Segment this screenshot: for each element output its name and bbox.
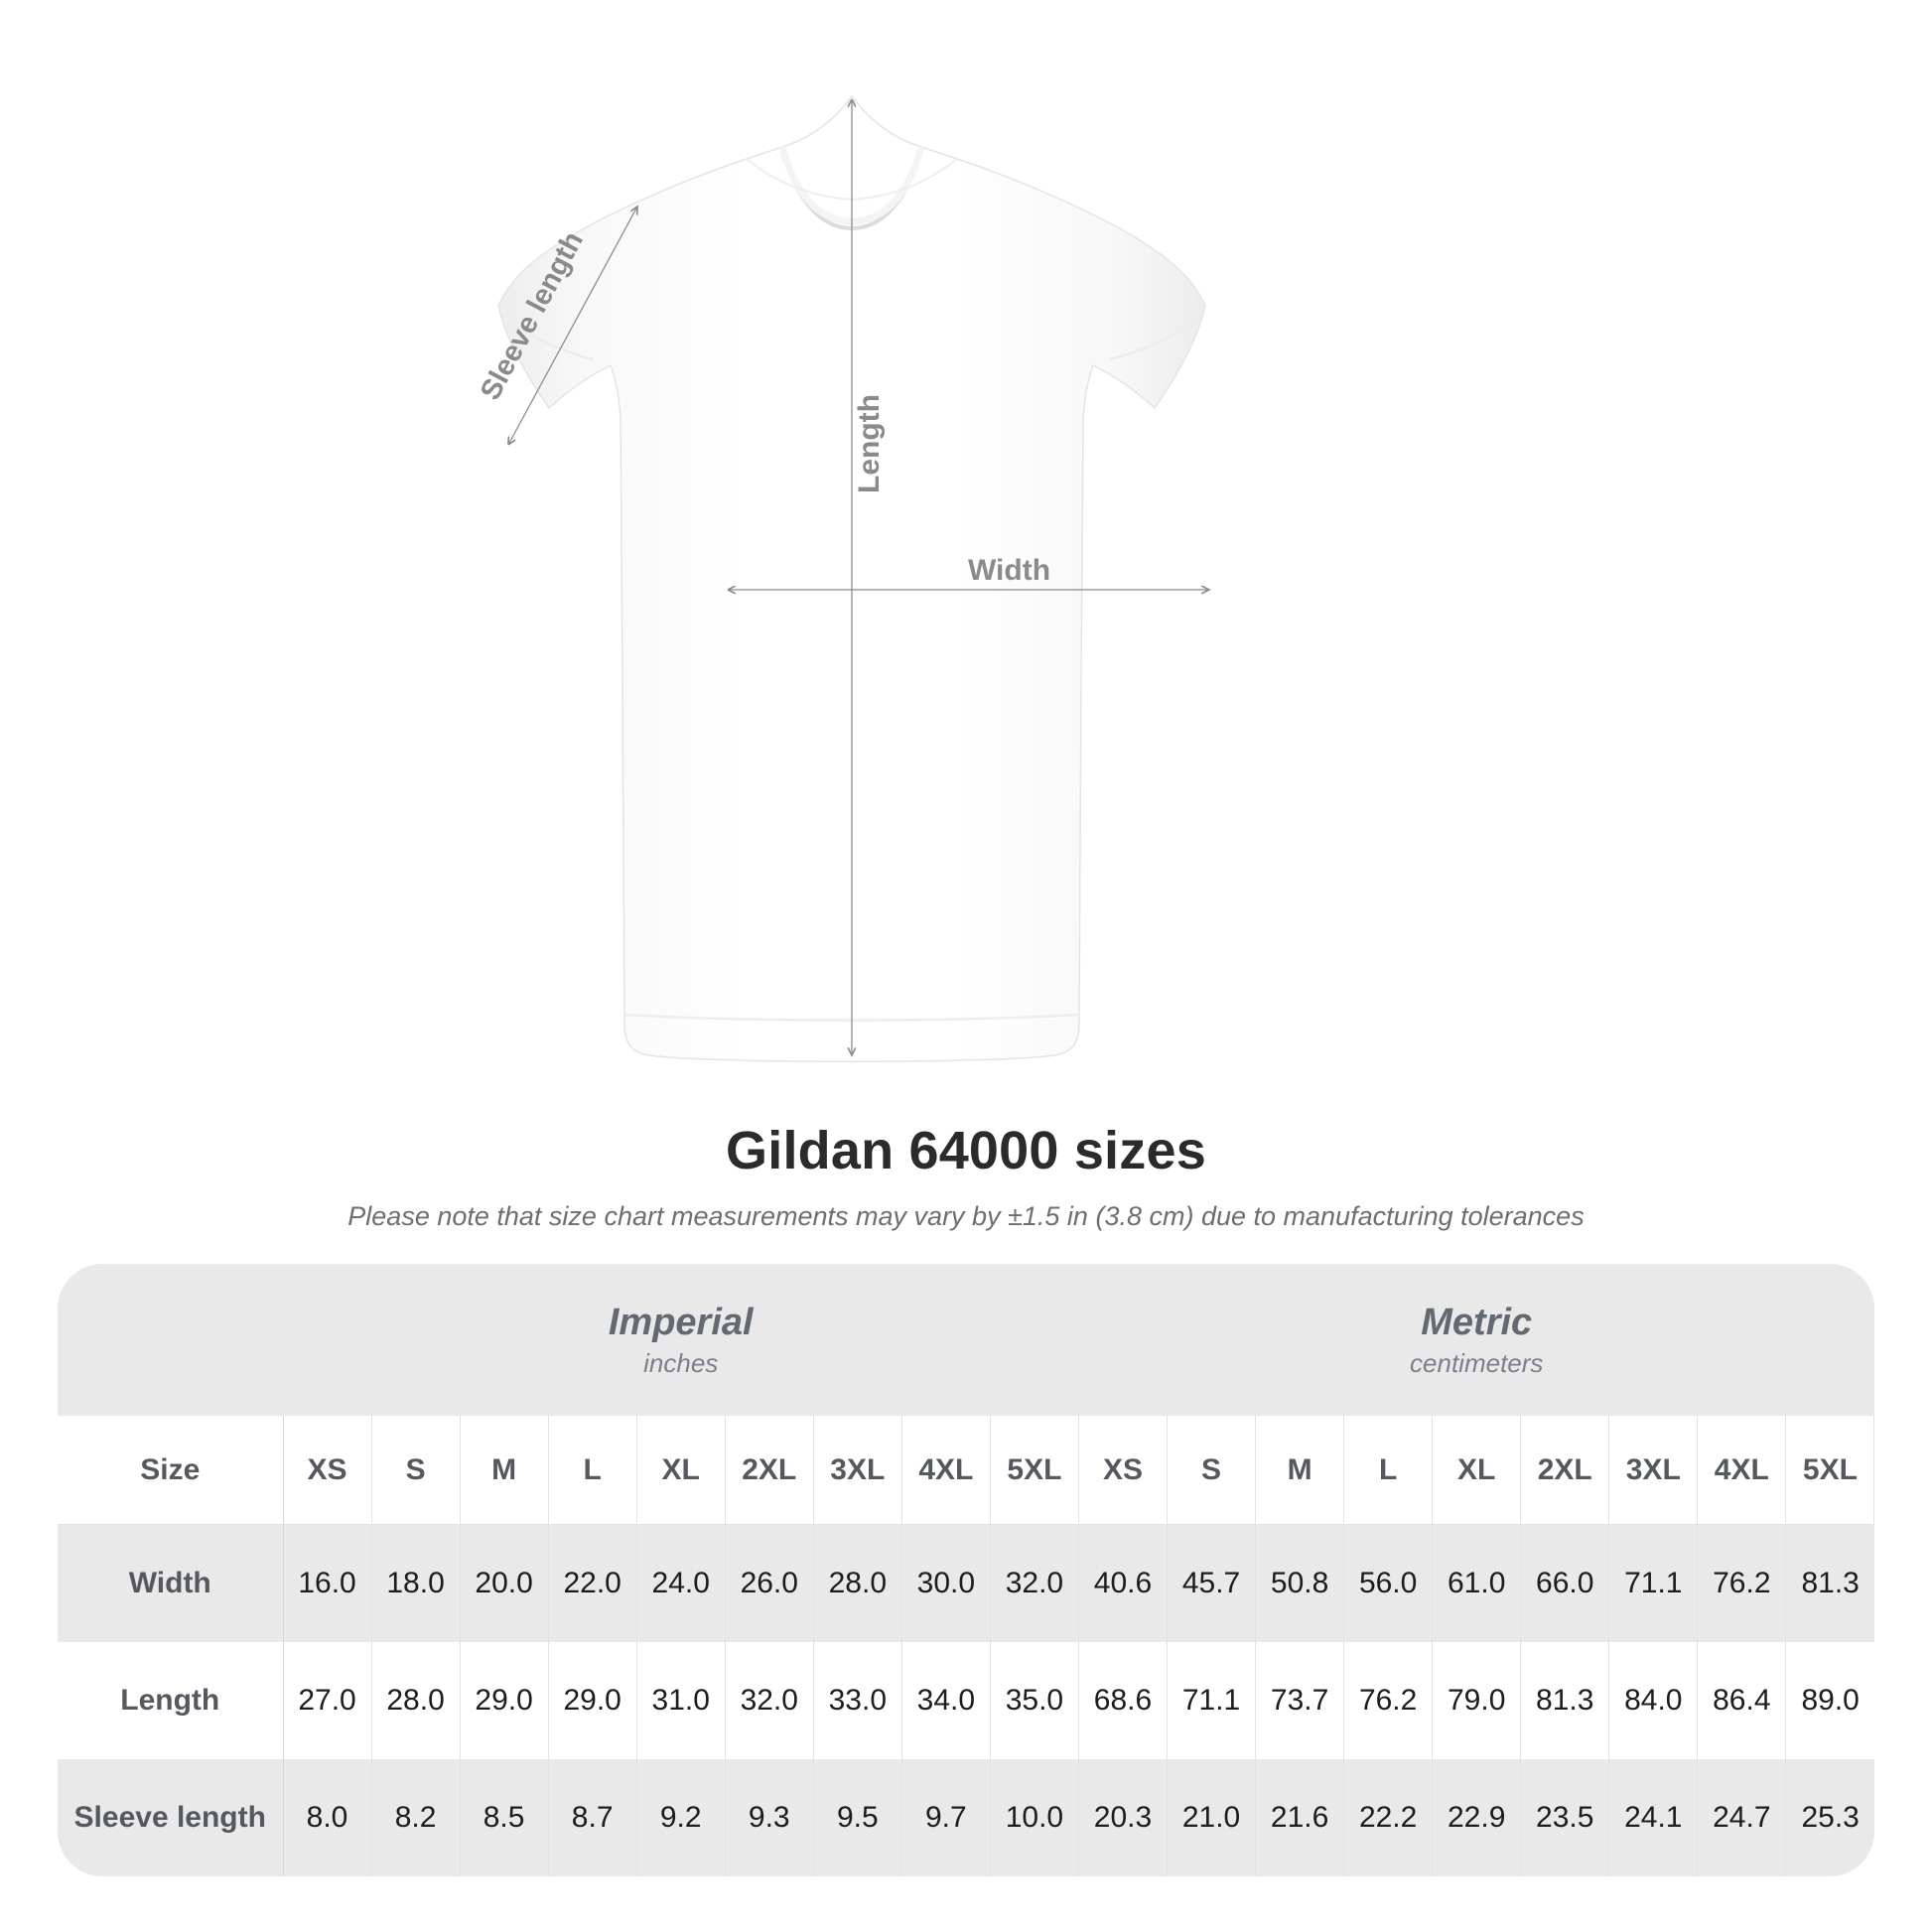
svg-text:Length: Length	[853, 394, 886, 493]
svg-text:Width: Width	[968, 554, 1050, 587]
